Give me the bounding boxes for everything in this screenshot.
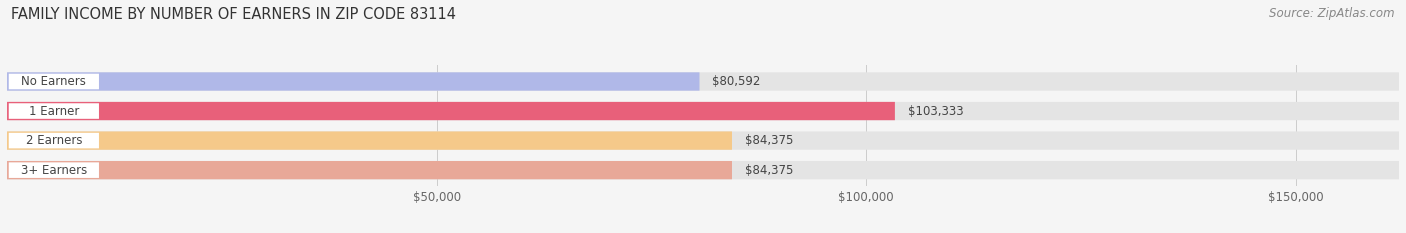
FancyBboxPatch shape [7,102,894,120]
FancyBboxPatch shape [7,161,733,179]
Text: 2 Earners: 2 Earners [25,134,82,147]
Text: 3+ Earners: 3+ Earners [21,164,87,177]
FancyBboxPatch shape [7,131,733,150]
FancyBboxPatch shape [8,133,98,148]
Text: $103,333: $103,333 [908,105,963,117]
Text: 1 Earner: 1 Earner [28,105,79,117]
FancyBboxPatch shape [7,161,1399,179]
FancyBboxPatch shape [8,162,98,178]
Text: $80,592: $80,592 [713,75,761,88]
FancyBboxPatch shape [7,72,700,91]
FancyBboxPatch shape [7,102,1399,120]
Text: Source: ZipAtlas.com: Source: ZipAtlas.com [1270,7,1395,20]
FancyBboxPatch shape [8,103,98,119]
Text: $84,375: $84,375 [745,134,793,147]
FancyBboxPatch shape [7,72,1399,91]
FancyBboxPatch shape [7,131,1399,150]
Text: FAMILY INCOME BY NUMBER OF EARNERS IN ZIP CODE 83114: FAMILY INCOME BY NUMBER OF EARNERS IN ZI… [11,7,457,22]
Text: $84,375: $84,375 [745,164,793,177]
Text: No Earners: No Earners [21,75,86,88]
FancyBboxPatch shape [8,74,98,89]
